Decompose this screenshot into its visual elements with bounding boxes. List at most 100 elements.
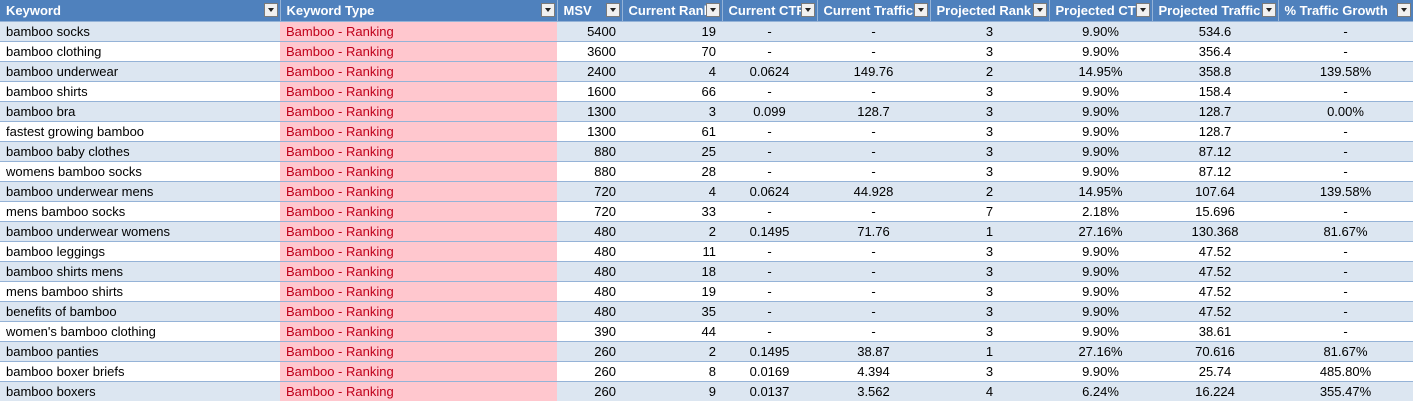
table-row: bamboo boxer briefs Bamboo - Ranking 260 8 0… [0,361,1413,382]
column-header: Current CTR [722,0,818,22]
keyword-type-cell: Bamboo - Ranking [280,261,557,282]
table-cell: - [1278,161,1413,182]
keyword-type-cell: Bamboo - Ranking [280,81,557,102]
table-cell: 480 [557,281,622,302]
table-cell: 9.90% [1049,141,1152,162]
table-cell: 9.90% [1049,361,1152,382]
table-cell: 61 [622,121,722,142]
table-cell: 35 [622,301,722,322]
table-cell: - [817,161,930,182]
header-row: Keyword Keyword Type MSV Current Rank Curren… [0,0,1413,22]
table-cell: bamboo bra [0,101,280,122]
filter-button[interactable] [263,3,278,17]
table-cell: 534.6 [1152,21,1278,42]
table-cell: 139.58% [1278,61,1413,82]
keyword-type-cell: Bamboo - Ranking [280,381,557,401]
table-cell: - [722,281,817,302]
table-cell: 4.394 [817,361,930,382]
filter-button[interactable] [800,3,815,17]
column-header: Projected CTR [1049,0,1153,22]
table-cell: - [817,121,930,142]
filter-button[interactable] [705,3,720,17]
table-cell: 5400 [557,21,622,42]
column-header-text: Current Traffic [823,3,914,18]
column-header-text: Projected CTR [1055,3,1146,18]
table-row: bamboo panties Bamboo - Ranking 260 2 0.1495… [0,341,1413,362]
filter-button[interactable] [1032,3,1047,17]
table-cell: 47.52 [1152,261,1278,282]
table-cell: benefits of bamboo [0,301,280,322]
table-cell: 4 [622,181,722,202]
table-cell: 6.24% [1049,381,1152,401]
table-cell: 9.90% [1049,301,1152,322]
table-cell: 3 [930,241,1049,262]
keyword-type-cell: Bamboo - Ranking [280,61,557,82]
table-cell: 9.90% [1049,281,1152,302]
table-row: women's bamboo clothing Bamboo - Ranking 3… [0,321,1413,342]
table-cell: 1300 [557,101,622,122]
table-cell: 0.0624 [722,181,817,202]
table-cell: 25 [622,141,722,162]
table-cell: 158.4 [1152,81,1278,102]
table-cell: 3 [930,281,1049,302]
table-row: bamboo shirts Bamboo - Ranking 1600 66- -3 9.… [0,81,1413,102]
table-cell: - [722,41,817,62]
table-cell: 25.74 [1152,361,1278,382]
table-cell: - [722,301,817,322]
table-cell: 3 [930,161,1049,182]
table-cell: 27.16% [1049,221,1152,242]
table-cell: 0.1495 [722,341,817,362]
table-row: bamboo shirts mens Bamboo - Ranking 480 18-… [0,261,1413,282]
table-cell: 1 [930,221,1049,242]
table-cell: 87.12 [1152,141,1278,162]
table-cell: 3 [930,261,1049,282]
table-cell: 3.562 [817,381,930,401]
table-cell: 27.16% [1049,341,1152,362]
table-cell: 9 [622,381,722,401]
table-cell: 149.76 [817,61,930,82]
table-cell: - [817,81,930,102]
column-header: Projected Rank [930,0,1050,22]
table-cell: - [1278,201,1413,222]
table-cell: 128.7 [1152,121,1278,142]
table-cell: mens bamboo socks [0,201,280,222]
table-cell: 87.12 [1152,161,1278,182]
filter-button[interactable] [605,3,620,17]
table-cell: bamboo underwear womens [0,221,280,242]
table-cell: 9.90% [1049,21,1152,42]
table-cell: 880 [557,141,622,162]
table-cell: 81.67% [1278,341,1413,362]
table-cell: 130.368 [1152,221,1278,242]
table-cell: - [722,241,817,262]
table-cell: 44 [622,321,722,342]
keyword-type-cell: Bamboo - Ranking [280,41,557,62]
filter-button[interactable] [913,3,928,17]
column-header-text: % Traffic Growth [1284,3,1388,18]
filter-button[interactable] [1261,3,1276,17]
table-row: bamboo boxers Bamboo - Ranking 260 9 0.0137 3… [0,381,1413,401]
table-cell: 2 [622,221,722,242]
keyword-type-cell: Bamboo - Ranking [280,341,557,362]
column-header-text: Projected Rank [936,3,1032,18]
table-cell: - [1278,321,1413,342]
table-cell: 0.0137 [722,381,817,401]
table-cell: 11 [622,241,722,262]
table-cell: - [817,41,930,62]
table-cell: 128.7 [1152,101,1278,122]
table-cell: 3 [930,361,1049,382]
table-cell: 356.4 [1152,41,1278,62]
table-cell: - [722,121,817,142]
table-cell: 3 [930,81,1049,102]
filter-button[interactable] [1396,3,1411,17]
table-cell: mens bamboo shirts [0,281,280,302]
column-header-text: Projected Traffic [1158,3,1261,18]
table-row: womens bamboo socks Bamboo - Ranking 880 28… [0,161,1413,182]
column-header: Projected Traffic [1152,0,1279,22]
filter-button[interactable] [540,3,555,17]
column-header: Current Rank [622,0,723,22]
table-cell: - [722,321,817,342]
filter-button[interactable] [1135,3,1150,17]
table-cell: 3 [930,101,1049,122]
table-cell: - [1278,261,1413,282]
table-cell: 38.61 [1152,321,1278,342]
